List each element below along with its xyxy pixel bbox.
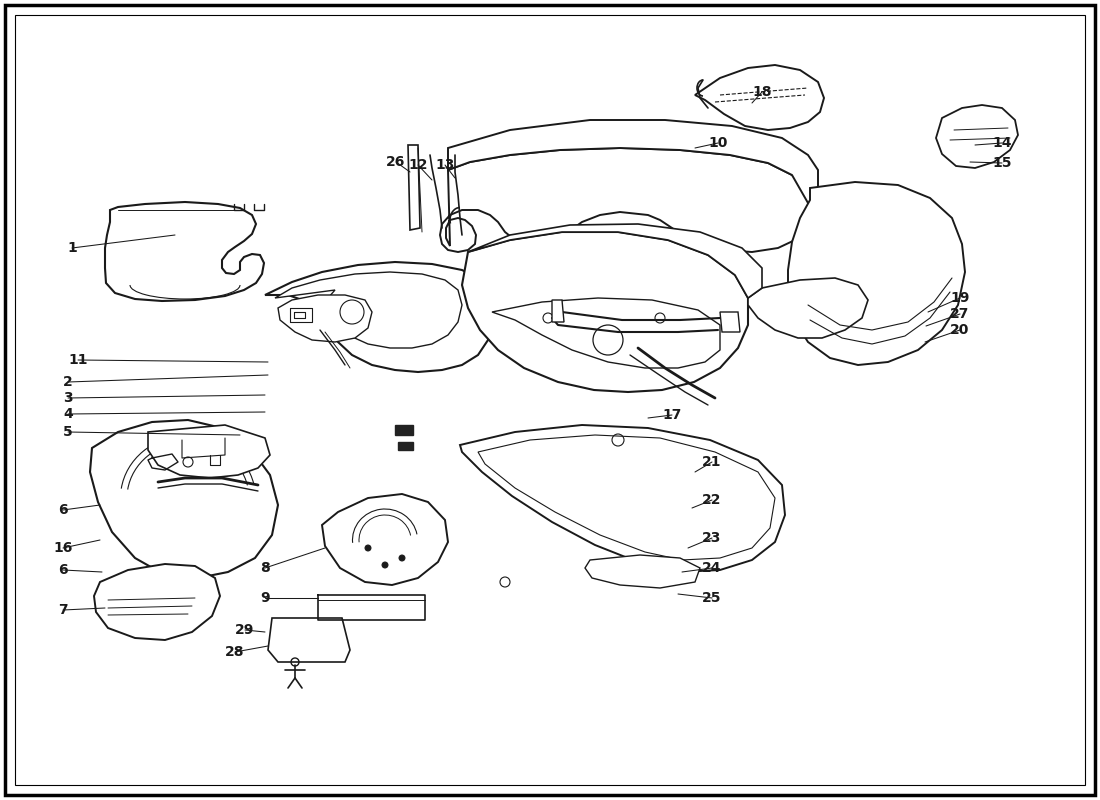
- Text: 18: 18: [752, 85, 772, 99]
- Text: 11: 11: [68, 353, 88, 367]
- Text: 8: 8: [260, 561, 270, 575]
- Polygon shape: [460, 425, 785, 572]
- Polygon shape: [90, 420, 278, 578]
- Polygon shape: [104, 202, 264, 301]
- Text: 2: 2: [63, 375, 73, 389]
- Polygon shape: [148, 425, 270, 478]
- Text: 27: 27: [950, 307, 970, 321]
- Polygon shape: [440, 148, 812, 252]
- Polygon shape: [468, 224, 762, 298]
- Text: 26: 26: [386, 155, 406, 169]
- Polygon shape: [492, 298, 720, 368]
- Text: 29: 29: [235, 623, 255, 637]
- Text: 23: 23: [702, 531, 722, 545]
- Polygon shape: [748, 278, 868, 338]
- Text: 28: 28: [226, 645, 244, 659]
- Text: 7: 7: [58, 603, 68, 617]
- Text: 10: 10: [708, 136, 728, 150]
- Polygon shape: [695, 65, 824, 130]
- Bar: [395, 425, 412, 435]
- Polygon shape: [265, 262, 492, 372]
- Text: 6: 6: [58, 563, 68, 577]
- Text: 4: 4: [63, 407, 73, 421]
- Text: 20: 20: [950, 323, 970, 337]
- Polygon shape: [94, 564, 220, 640]
- Text: 17: 17: [662, 408, 682, 422]
- Polygon shape: [720, 312, 740, 332]
- Text: 14: 14: [992, 136, 1012, 150]
- Polygon shape: [278, 295, 372, 342]
- Polygon shape: [552, 300, 564, 322]
- Polygon shape: [585, 555, 700, 588]
- Text: 6: 6: [58, 503, 68, 517]
- Text: 13: 13: [436, 158, 454, 172]
- Polygon shape: [936, 105, 1018, 168]
- Text: 21: 21: [702, 455, 722, 469]
- Text: 9: 9: [261, 591, 270, 605]
- Text: 16: 16: [53, 541, 73, 555]
- Text: 15: 15: [992, 156, 1012, 170]
- Text: 25: 25: [702, 591, 722, 605]
- Polygon shape: [478, 435, 776, 560]
- Polygon shape: [788, 182, 965, 365]
- Text: 19: 19: [950, 291, 970, 305]
- Circle shape: [365, 545, 371, 551]
- Circle shape: [399, 555, 405, 561]
- Polygon shape: [448, 120, 818, 210]
- Polygon shape: [408, 145, 420, 230]
- Polygon shape: [275, 272, 462, 348]
- Text: 1: 1: [67, 241, 77, 255]
- Text: 24: 24: [702, 561, 722, 575]
- Text: 3: 3: [63, 391, 73, 405]
- Polygon shape: [462, 232, 748, 392]
- Circle shape: [382, 562, 388, 568]
- Text: 12: 12: [408, 158, 428, 172]
- Polygon shape: [322, 494, 448, 585]
- Polygon shape: [268, 618, 350, 662]
- Text: 5: 5: [63, 425, 73, 439]
- Bar: [398, 442, 412, 450]
- Text: 22: 22: [702, 493, 722, 507]
